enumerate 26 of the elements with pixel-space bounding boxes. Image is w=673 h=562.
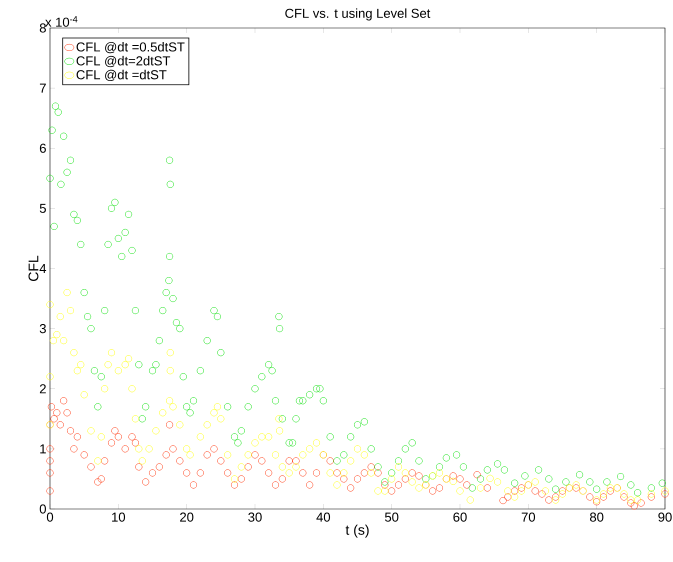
x-tick-label: 40 xyxy=(316,512,330,522)
x-tick-label: 30 xyxy=(248,512,262,522)
x-tick-label: 10 xyxy=(112,512,126,522)
y-tick-label: 0 xyxy=(40,504,46,514)
y-tick-label: 8 xyxy=(40,23,46,33)
y-axis-title: CFL xyxy=(28,256,38,282)
y-tick-label: 6 xyxy=(40,144,46,153)
x-tick-label: 20 xyxy=(180,512,194,522)
y-tick-label: 2 xyxy=(40,384,46,394)
text: x 10$^{-4}$ xyxy=(45,16,78,27)
y-tick-label: 1 xyxy=(40,444,46,454)
y-tick-label: 5 xyxy=(40,204,46,213)
x-tick-label: 60 xyxy=(453,512,467,522)
x-tick-label: 90 xyxy=(658,512,672,522)
chart-title: CFL vs. t using Level Set xyxy=(285,8,430,21)
legend-label: CFL @dt =0.5dtST xyxy=(76,42,185,54)
legend-label: CFL @dt=2dtST xyxy=(76,56,170,68)
y-tick-label: 7 xyxy=(40,84,46,93)
x-tick-label: 50 xyxy=(384,512,398,522)
x-tick-label: 80 xyxy=(590,512,604,522)
legend-label: CFL @dt =dtST xyxy=(76,70,166,82)
x-axis-title: t (s) xyxy=(346,524,369,538)
y-tick-label: 4 xyxy=(40,264,46,273)
x-tick-label: 0 xyxy=(46,512,54,522)
x-tick-label: 70 xyxy=(522,512,536,522)
y-tick-label: 3 xyxy=(40,324,46,334)
